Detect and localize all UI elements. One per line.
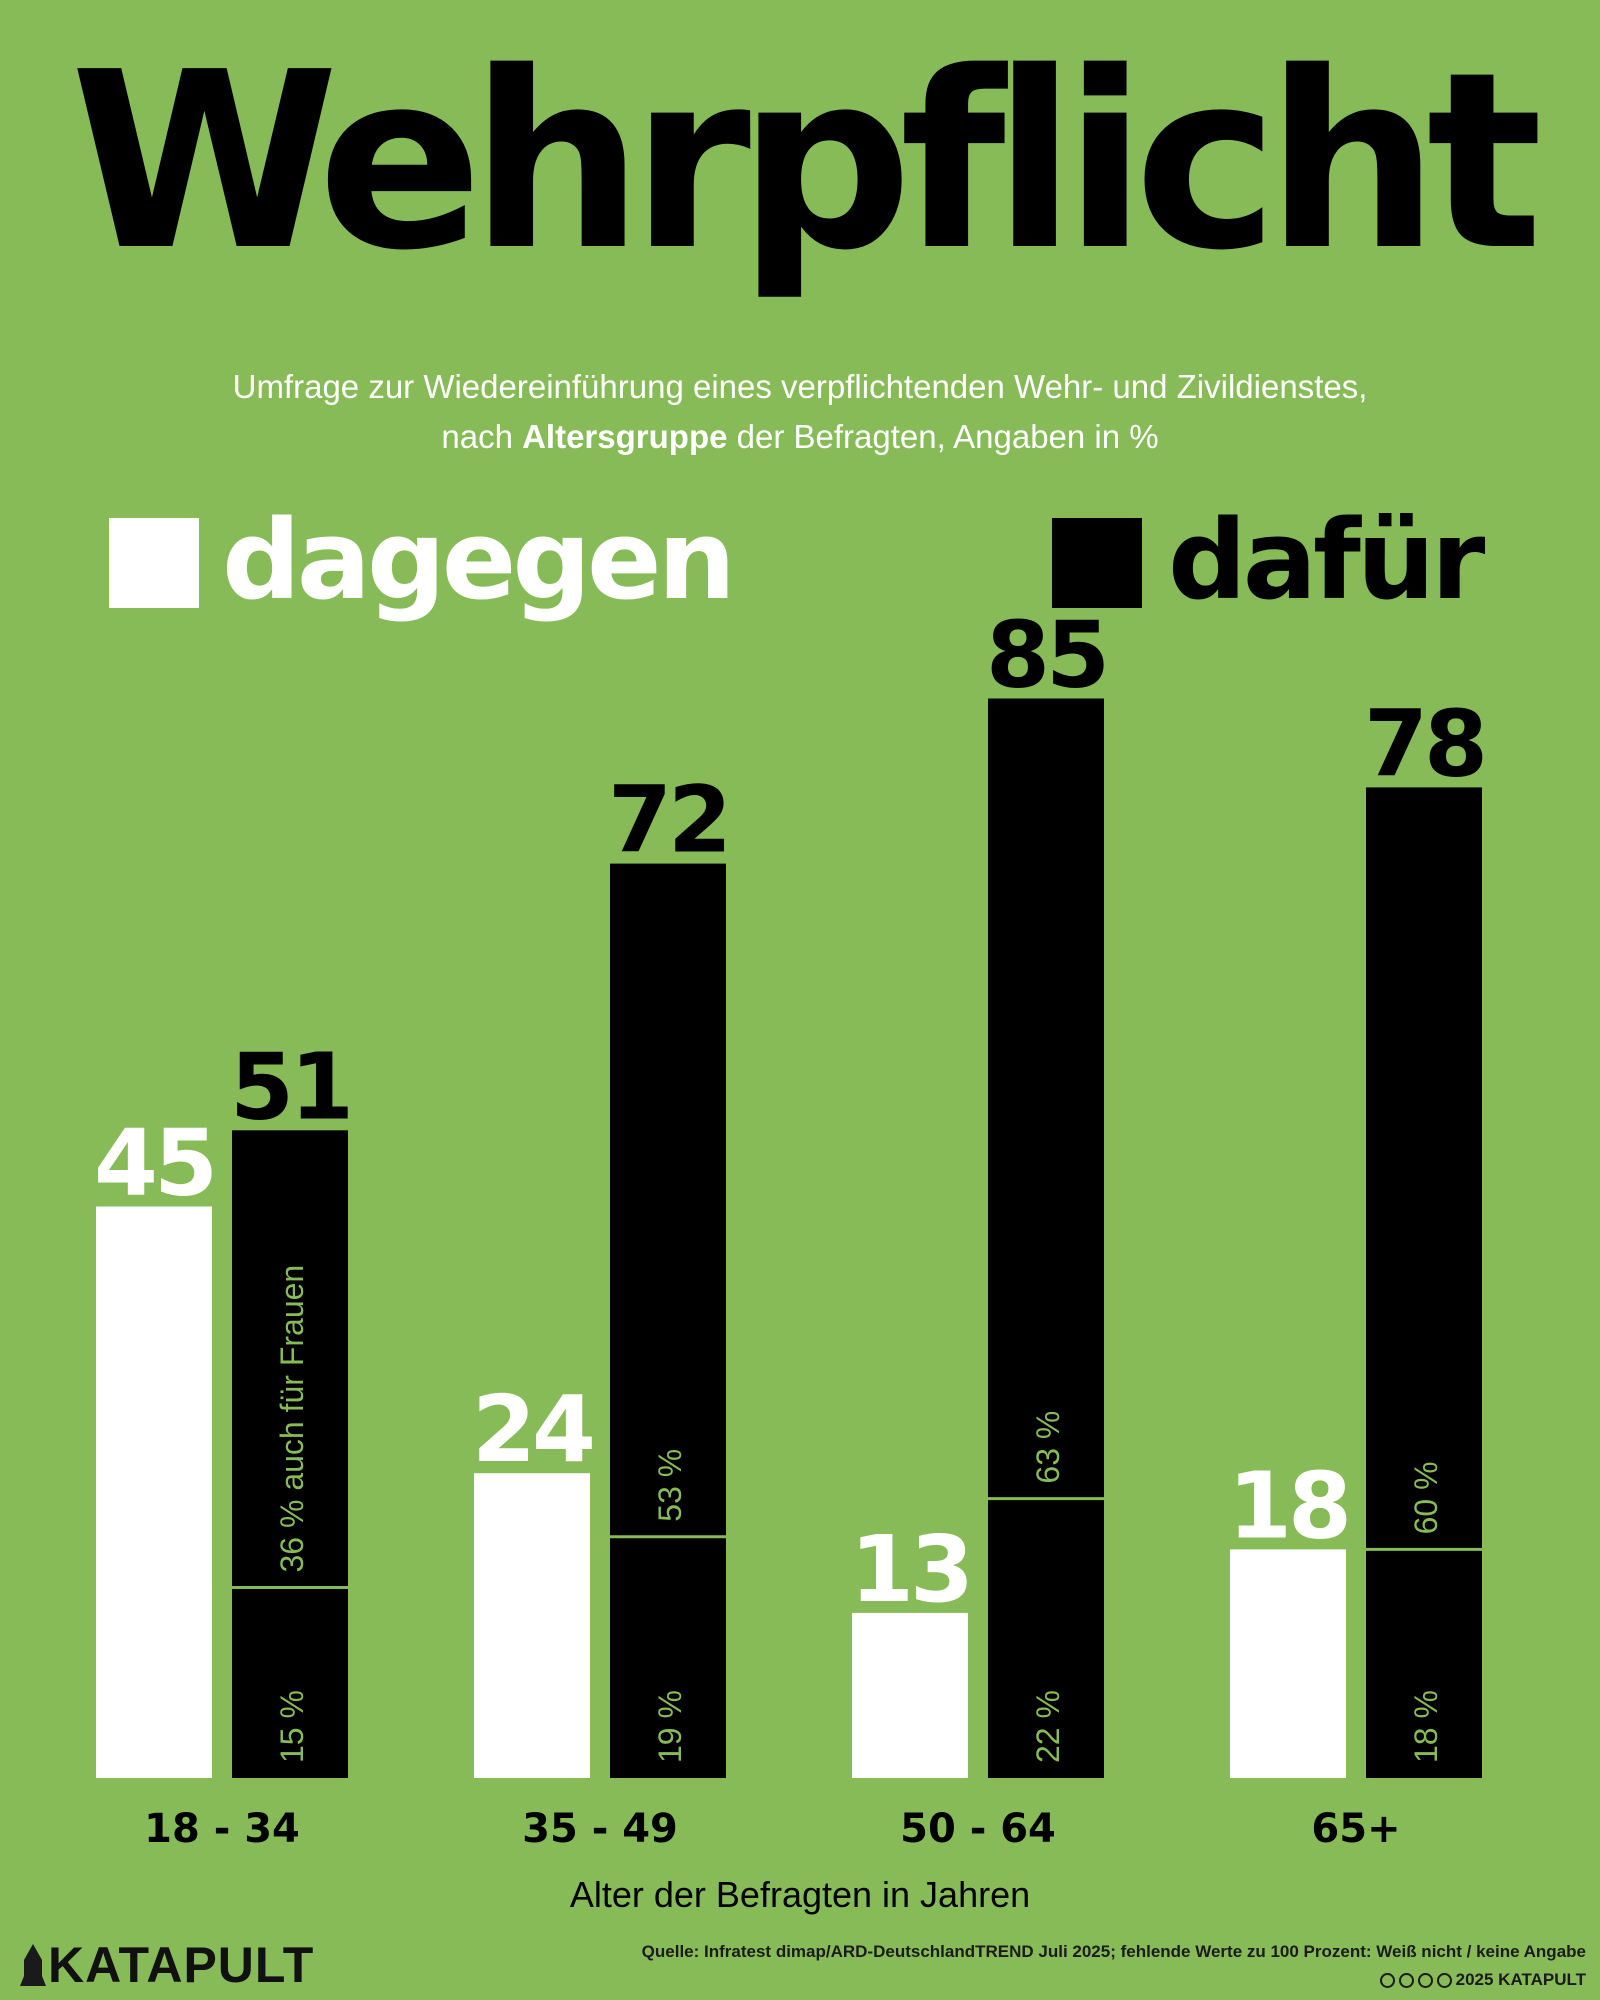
legend-for-swatch — [1052, 518, 1142, 608]
legend-for-label: dafür — [1168, 496, 1485, 624]
subtitle-line-2-before: nach — [441, 418, 523, 455]
bar-against-0 — [96, 1206, 212, 1778]
cc-icon — [1379, 1972, 1395, 1988]
nd-icon — [1436, 1972, 1452, 1988]
segment-label-lower-3: 18 % — [1408, 1690, 1444, 1763]
nc-icon — [1417, 1972, 1433, 1988]
copyright-text: 2025 KATAPULT — [1455, 1970, 1586, 1989]
subtitle-emphasis: Altersgruppe — [522, 418, 728, 455]
katapult-logo: KATAPULT — [18, 1940, 314, 1990]
value-label-against-2: 13 — [850, 1516, 970, 1623]
value-label-against-1: 24 — [472, 1376, 592, 1483]
bar-against-1 — [474, 1473, 590, 1778]
legend-against-label: dagegen — [222, 496, 736, 624]
bar-for-3 — [1366, 787, 1482, 1778]
segment-label-lower-0: 15 % — [274, 1690, 310, 1763]
bar-against-3 — [1230, 1549, 1346, 1778]
rocket-icon — [20, 1944, 46, 1986]
value-label-against-3: 18 — [1228, 1452, 1348, 1559]
segment-label-upper-1: 53 % — [652, 1449, 688, 1522]
subtitle: Umfrage zur Wiedereinführung eines verpf… — [0, 362, 1600, 462]
copyright-line: 2025 KATAPULT — [1379, 1970, 1586, 1990]
x-axis-label: Alter der Befragten in Jahren — [569, 1874, 1031, 1915]
value-label-for-0: 51 — [230, 1033, 350, 1140]
subtitle-line-1: Umfrage zur Wiedereinführung eines verpf… — [232, 368, 1368, 405]
x-tick-label-3: 65+ — [1311, 1806, 1400, 1852]
subtitle-line-2: nach Altersgruppe der Befragten, Angaben… — [0, 412, 1600, 462]
bar-for-1 — [610, 863, 726, 1778]
x-tick-label-1: 35 - 49 — [522, 1806, 678, 1852]
x-tick-label-2: 50 - 64 — [900, 1806, 1056, 1852]
bar-for-0 — [232, 1130, 348, 1778]
bar-for-2 — [988, 698, 1104, 1778]
value-label-for-3: 78 — [1364, 690, 1484, 797]
segment-label-lower-2: 22 % — [1030, 1690, 1066, 1763]
x-tick-label-0: 18 - 34 — [144, 1806, 300, 1852]
value-label-for-2: 85 — [986, 602, 1106, 709]
source-note: Quelle: Infratest dimap/ARD-DeutschlandT… — [641, 1942, 1586, 1961]
bar-against-2 — [852, 1612, 968, 1778]
segment-label-upper-2: 63 % — [1030, 1411, 1066, 1484]
by-icon — [1398, 1972, 1414, 1988]
value-label-against-0: 45 — [94, 1110, 214, 1217]
subtitle-line-2-after: der Befragten, Angaben in % — [727, 418, 1159, 455]
logo-text: KATAPULT — [48, 1937, 315, 1993]
legend-against-swatch — [109, 518, 199, 608]
segment-label-lower-1: 19 % — [652, 1690, 688, 1763]
page-title: Wehrpflicht — [69, 20, 1543, 304]
value-label-for-1: 72 — [608, 767, 728, 874]
segment-label-upper-3: 60 % — [1408, 1461, 1444, 1534]
segment-label-upper-0: 36 % auch für Frauen — [274, 1265, 310, 1573]
